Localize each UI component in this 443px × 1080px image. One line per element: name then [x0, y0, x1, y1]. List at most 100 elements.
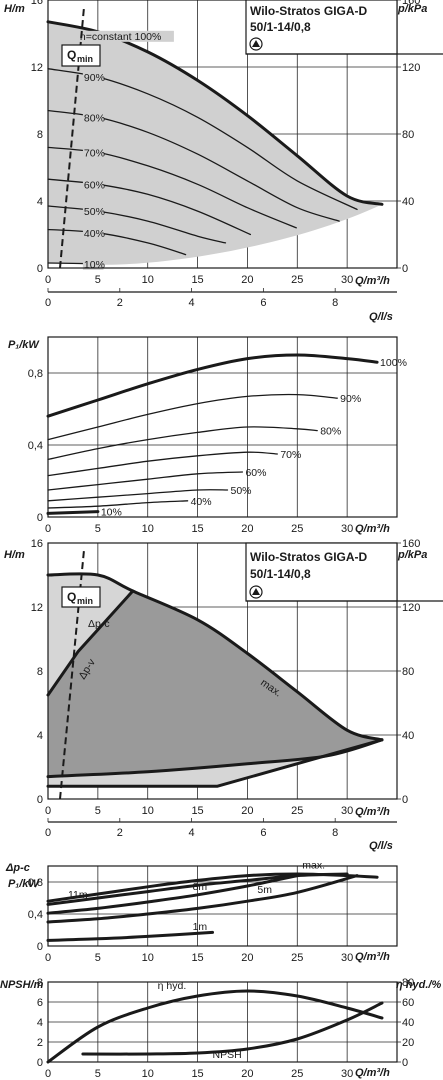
- speed-curve-label: 90%: [84, 72, 105, 84]
- y-tick-label: 0: [37, 941, 43, 953]
- x-tick-label: 20: [241, 523, 253, 535]
- y-tick-label: 4: [37, 1017, 43, 1029]
- y-tick-label: 12: [31, 62, 43, 74]
- x-tick-label: 15: [191, 952, 203, 964]
- y2-tick-label: 0: [402, 794, 408, 806]
- y-tick-label: 0,4: [28, 909, 43, 921]
- x-tick-label: 20: [241, 1068, 253, 1080]
- y2-axis-label: p/kPa: [397, 549, 427, 561]
- y2-tick-label: 120: [402, 62, 420, 74]
- power-control-label: 11m: [68, 889, 88, 901]
- y2-tick-label: 40: [402, 196, 414, 208]
- y-tick-label: 0: [37, 794, 43, 806]
- power-curve-10: [46, 510, 100, 515]
- power-control-label: 5m: [257, 884, 272, 896]
- qmin-label: Q: [67, 590, 76, 604]
- x-tick-label: 30: [341, 523, 353, 535]
- y-tick-label: 16: [31, 538, 43, 550]
- power-curve-90: [47, 393, 338, 441]
- x-tick-label: 15: [191, 523, 203, 535]
- speed-curve-label: 70%: [84, 147, 105, 159]
- x-tick-label: 15: [191, 805, 203, 817]
- chart-title: Wilo-Stratos GIGA-D: [250, 550, 368, 564]
- x-tick-label: 30: [341, 952, 353, 964]
- x-tick-label: 5: [95, 805, 101, 817]
- x2-tick-label: 0: [45, 827, 51, 839]
- max-curve: [46, 572, 384, 742]
- x2-tick-label: 8: [332, 297, 338, 309]
- x2-axis-label: Q/l/s: [369, 311, 393, 323]
- power-curve-label: 100%: [380, 357, 407, 369]
- y2-tick-label: 80: [402, 977, 414, 989]
- y-tick-label: 0: [37, 512, 43, 524]
- qmin-subscript: min: [77, 596, 93, 606]
- efficiency-label: η hyd.: [158, 980, 187, 992]
- speed-curve-40: [47, 228, 187, 256]
- pump-symbol-icon: [249, 37, 263, 51]
- y-axis-label: NPSH/m: [0, 979, 44, 991]
- power-curve-80: [47, 426, 318, 461]
- y2-tick-label: 20: [402, 1037, 414, 1049]
- x2-tick-label: 6: [260, 297, 266, 309]
- operating-range-area: [48, 21, 383, 265]
- x2-tick-label: 4: [189, 297, 195, 309]
- power-curve-label: 90%: [340, 393, 361, 405]
- head-curve-chart: n=constant 100% 90% 80% 70% 60% 50% 40% 10% Wil…: [4, 0, 443, 323]
- y-axis-label: H/m: [4, 3, 25, 15]
- speed-curve-label: 10%: [84, 259, 105, 271]
- x-tick-label: 0: [45, 523, 51, 535]
- x-axis-label: Q/m³/h: [355, 275, 390, 287]
- chart-title: Wilo-Stratos GIGA-D: [250, 4, 368, 18]
- power-control-label: 8m: [193, 881, 208, 893]
- speed-curve-label: 50%: [84, 206, 105, 218]
- y-tick-label: 6: [37, 997, 43, 1009]
- x-tick-label: 10: [142, 1068, 154, 1080]
- control-mode-chart: Wilo-Stratos GIGA-D 50/1-14/0,8 Q min Δp…: [4, 538, 443, 852]
- speed-curve-label: 60%: [84, 179, 105, 191]
- speed-curve-60: [47, 178, 252, 236]
- y2-tick-label: 0: [402, 263, 408, 275]
- y2-tick-label: 40: [402, 1017, 414, 1029]
- x-tick-label: 0: [45, 1068, 51, 1080]
- x2-tick-label: 8: [332, 827, 338, 839]
- efficiency-curve: [46, 989, 384, 1064]
- y-tick-label: 16: [31, 0, 43, 7]
- x2-tick-label: 6: [260, 827, 266, 839]
- power-curve-label: 80%: [320, 426, 341, 438]
- x-tick-label: 25: [291, 952, 303, 964]
- x-tick-label: 20: [241, 805, 253, 817]
- x-tick-label: 5: [95, 274, 101, 286]
- x-axis-label: Q/m³/h: [355, 806, 390, 818]
- y2-tick-label: 40: [402, 730, 414, 742]
- power-curve-label: 40%: [191, 496, 212, 508]
- power-curve-chart: 100% 90% 80% 70% 60% 50% 40% 10% P₁/kW Q/m³/h 0…: [8, 336, 407, 535]
- npsh-label: NPSH: [213, 1049, 242, 1061]
- x-tick-label: 10: [142, 952, 154, 964]
- speed-curve-label: 80%: [84, 112, 105, 124]
- power-control-curve: [46, 874, 299, 915]
- power-curve-60: [47, 471, 244, 491]
- power-curve-50: [47, 489, 229, 502]
- x2-tick-label: 0: [45, 297, 51, 309]
- x2-tick-label: 2: [117, 827, 123, 839]
- chart-subtitle: 50/1-14/0,8: [250, 20, 311, 34]
- y-tick-label: 0,4: [28, 440, 43, 452]
- y2-tick-label: 120: [402, 602, 420, 614]
- x-tick-label: 30: [341, 274, 353, 286]
- x-tick-label: 20: [241, 274, 253, 286]
- y-tick-label: 8: [37, 129, 43, 141]
- y-axis-label: H/m: [4, 549, 25, 561]
- x-axis-label: Q/m³/h: [355, 1067, 390, 1079]
- y2-tick-label: 160: [402, 0, 420, 7]
- qmin-line: [59, 550, 85, 800]
- power-curve-70: [47, 451, 278, 477]
- x-tick-label: 10: [142, 274, 154, 286]
- power-control-curve: [46, 930, 214, 942]
- power-curve-label: 50%: [230, 485, 251, 497]
- y-tick-label: 0: [37, 263, 43, 275]
- y2-tick-label: 80: [402, 666, 414, 678]
- x-tick-label: 5: [95, 952, 101, 964]
- npsh-efficiency-chart: η hyd. NPSH NPSH/m η hyd./% Q/m³/h 0 5 10 15…: [0, 977, 441, 1080]
- x-tick-label: 0: [45, 805, 51, 817]
